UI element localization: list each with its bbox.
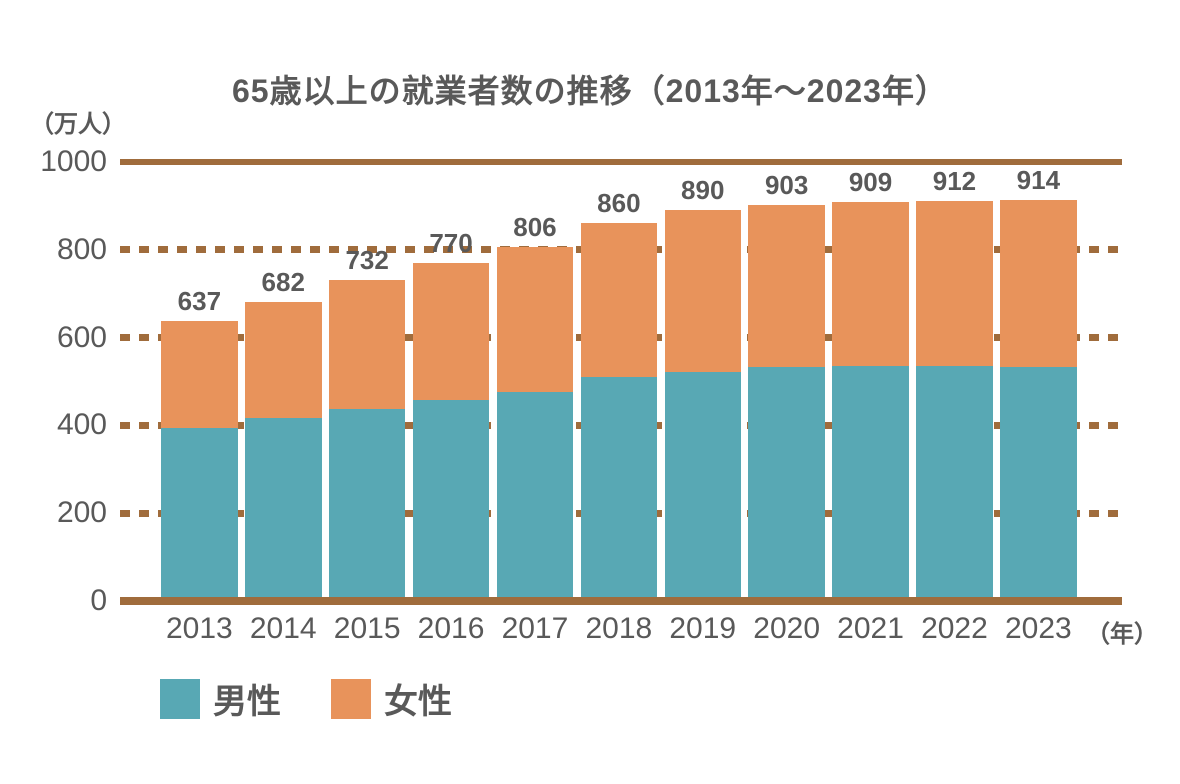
bar-2013: 637 (161, 286, 238, 601)
legend-label-female: 女性 (384, 683, 452, 721)
bar-2022: 912 (916, 166, 993, 601)
segment-female-2021 (832, 201, 909, 367)
x-tick-2021: 2021 (837, 612, 904, 645)
legend-label-male: 男性 (213, 683, 281, 721)
x-tick-2015: 2015 (333, 612, 401, 645)
segment-male-2023 (1000, 366, 1077, 601)
x-axis-tick-labels: 2013 2014 2015 2016 2017 2018 2019 2020 2021 2022… (120, 612, 1122, 652)
segment-male-2018 (580, 377, 658, 601)
segment-female-2022 (916, 200, 993, 366)
segment-female-2019 (664, 210, 741, 373)
segment-male-2017 (496, 391, 574, 601)
x-axis-line (120, 597, 1122, 605)
bar-2019: 890 (664, 175, 741, 601)
chart-title: 65歳以上の就業者数の推移（2013年～2023年） (232, 73, 948, 109)
legend-swatch-female (331, 678, 371, 719)
x-tick-2016: 2016 (417, 612, 485, 645)
segment-male-2021 (832, 366, 909, 601)
bar-2015: 732 (328, 245, 406, 601)
segment-female-2018 (580, 223, 658, 378)
y-tick-0: 0 (90, 584, 107, 617)
segment-female-2023 (1000, 199, 1077, 367)
y-axis-unit-label: （万人） (30, 111, 126, 138)
y-tick-600: 600 (56, 320, 107, 354)
segment-female-2014 (245, 301, 322, 419)
segment-female-2020 (748, 204, 825, 367)
bar-2023: 914 (1000, 165, 1077, 601)
total-label-2014: 682 (261, 266, 305, 297)
total-label-2013: 637 (177, 286, 222, 317)
x-tick-2020: 2020 (753, 612, 821, 645)
x-tick-2018: 2018 (585, 612, 653, 645)
x-tick-2014: 2014 (249, 612, 317, 645)
total-label-2023: 914 (1016, 164, 1061, 195)
total-label-2022: 912 (932, 165, 977, 196)
bar-2020: 903 (748, 170, 825, 601)
x-tick-2022: 2022 (921, 612, 988, 645)
legend: 男性 女性 (160, 674, 452, 723)
y-tick-400: 400 (56, 408, 107, 442)
segment-male-2015 (328, 408, 406, 601)
gridline-solid-1000 (120, 159, 1122, 165)
segment-male-2022 (916, 365, 993, 601)
segment-male-2020 (748, 366, 825, 601)
total-label-2017: 806 (513, 212, 557, 243)
segment-male-2013 (161, 427, 238, 601)
segment-male-2014 (245, 418, 322, 601)
bar-2016: 770 (412, 228, 490, 601)
y-axis-tick-labels: 0 200 400 600 800 1000 (0, 145, 107, 617)
segment-female-2017 (496, 247, 574, 392)
bar-2014: 682 (245, 267, 322, 601)
bar-2021: 909 (832, 167, 909, 601)
y-tick-200: 200 (56, 496, 107, 530)
legend-swatch-male (160, 678, 200, 719)
segment-male-2016 (412, 399, 490, 601)
segment-female-2016 (412, 262, 490, 400)
y-tick-1000: 1000 (40, 145, 107, 178)
segment-female-2013 (161, 321, 238, 428)
x-tick-2023: 2023 (1004, 612, 1072, 645)
plot-area: 637 682 732 770 806 860 890 903 909 912 914 (120, 159, 1122, 605)
bar-2017: 806 (496, 212, 574, 601)
total-label-2016: 770 (429, 227, 473, 258)
segment-male-2019 (664, 372, 741, 601)
bar-2018: 860 (580, 188, 658, 601)
x-axis-unit-label: （年） (1086, 621, 1158, 648)
total-label-2019: 890 (681, 175, 725, 206)
x-tick-2013: 2013 (165, 612, 233, 645)
segment-female-2015 (328, 279, 406, 409)
x-tick-2019: 2019 (669, 612, 737, 645)
x-tick-2017: 2017 (501, 612, 569, 645)
total-label-2018: 860 (597, 188, 641, 219)
total-label-2020: 903 (764, 169, 809, 200)
total-label-2021: 909 (848, 166, 893, 197)
total-label-2015: 732 (345, 244, 389, 275)
y-tick-800: 800 (56, 232, 107, 266)
